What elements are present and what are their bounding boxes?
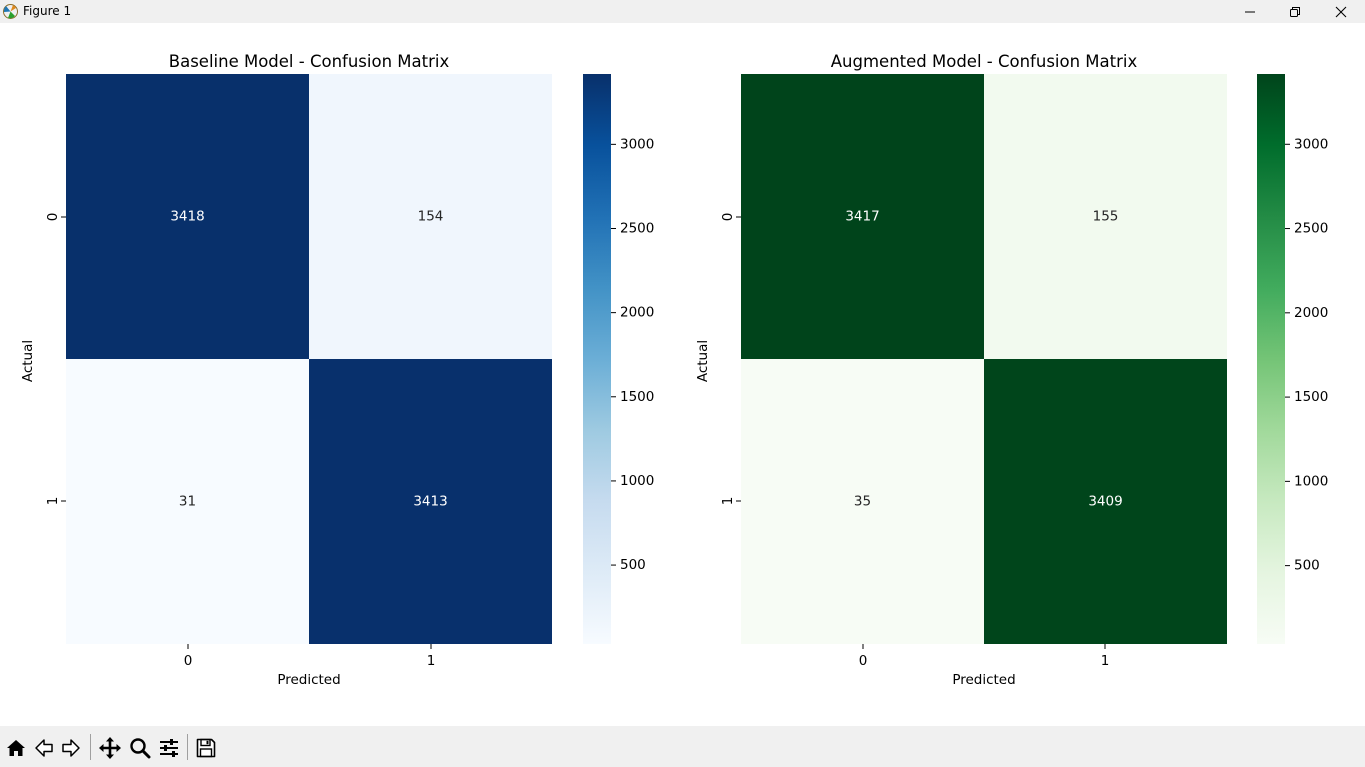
x-tick-label: 1	[1101, 653, 1110, 669]
heatmap-cells: 3418 154 31 3413	[66, 74, 552, 644]
colorbar-ticks: 500 1000 1500 2000 2500 3000	[1285, 136, 1328, 574]
x-axis-label: Predicted	[277, 672, 340, 688]
colorbar-tick-label: 500	[620, 557, 646, 573]
toolbar-separator	[187, 734, 188, 760]
save-icon	[196, 738, 216, 758]
cell-value-label: 154	[418, 209, 444, 225]
heatmap-cell	[741, 74, 984, 359]
configure-subplots-button[interactable]	[156, 735, 182, 761]
home-icon	[7, 740, 25, 756]
home-button[interactable]	[3, 735, 29, 761]
y-axis-label: Actual	[695, 340, 711, 382]
colorbar	[583, 74, 611, 644]
heatmap-cell	[984, 359, 1227, 644]
chart-title: Augmented Model - Confusion Matrix	[831, 52, 1138, 71]
colorbar-tick-label: 2000	[1294, 305, 1328, 321]
close-button[interactable]	[1318, 0, 1364, 23]
pan-button[interactable]	[97, 735, 123, 761]
minimize-icon	[1245, 11, 1255, 12]
forward-arrow-icon	[62, 739, 80, 757]
heatmap-cell	[66, 359, 309, 644]
zoom-icon	[130, 738, 151, 759]
cell-value-label: 3413	[413, 494, 447, 510]
window-title: Figure 1	[23, 4, 72, 18]
x-tick-label: 0	[184, 653, 193, 669]
colorbar-tick-label: 2500	[1294, 221, 1328, 237]
window-title-bar: Figure 1	[0, 0, 1365, 23]
heatmap-cell	[66, 74, 309, 359]
x-tick-label: 0	[859, 653, 868, 669]
colorbar-tick-label: 1500	[620, 389, 654, 405]
colorbar-tick-label: 1500	[1294, 389, 1328, 405]
toolbar-separator	[90, 734, 91, 760]
close-icon	[1335, 6, 1347, 17]
figure-canvas[interactable]: Baseline Model - Confusion Matrix 3418 15…	[0, 23, 1365, 726]
colorbar-tick-label: 1000	[620, 473, 654, 489]
figure-svg: Baseline Model - Confusion Matrix 3418 15…	[20, 52, 1328, 688]
y-tick-label: 1	[720, 497, 736, 506]
colorbar-tick-label: 2500	[620, 220, 654, 236]
heatmap-cells: 3417 155 35 3409	[741, 74, 1227, 644]
forward-button[interactable]	[58, 735, 84, 761]
heatmap-cell	[741, 359, 984, 644]
cell-value-label: 3417	[845, 209, 879, 225]
heatmap-panel-augmented: Augmented Model - Confusion Matrix 3417 1…	[695, 52, 1328, 688]
x-tick-label: 1	[427, 653, 436, 669]
heatmap-cell	[309, 74, 552, 359]
y-tick-label: 0	[45, 213, 61, 222]
heatmap-cell	[984, 74, 1227, 359]
restore-icon	[1290, 6, 1300, 17]
colorbar	[1257, 74, 1285, 644]
cell-value-label: 31	[179, 494, 196, 510]
pan-icon	[99, 737, 121, 759]
colorbar-tick-label: 1000	[1294, 473, 1328, 489]
x-axis-label: Predicted	[952, 672, 1015, 688]
back-arrow-icon	[35, 739, 53, 757]
chart-title: Baseline Model - Confusion Matrix	[169, 52, 450, 71]
y-axis-label: Actual	[20, 340, 36, 382]
colorbar-ticks: 500 1000 1500 2000 2500 3000	[611, 136, 654, 573]
navigation-toolbar	[0, 726, 1365, 767]
y-tick-label: 1	[45, 497, 61, 506]
heatmap-cell	[309, 359, 552, 644]
cell-value-label: 3418	[170, 209, 204, 225]
restore-button[interactable]	[1272, 0, 1318, 23]
colorbar-tick-label: 3000	[620, 136, 654, 152]
heatmap-panel-baseline: Baseline Model - Confusion Matrix 3418 15…	[20, 52, 654, 688]
zoom-button[interactable]	[127, 735, 153, 761]
matplotlib-icon	[2, 3, 19, 20]
colorbar-tick-label: 2000	[620, 305, 654, 321]
y-tick-label: 0	[720, 213, 736, 222]
minimize-button[interactable]	[1227, 0, 1273, 23]
back-button[interactable]	[31, 735, 57, 761]
cell-value-label: 3409	[1088, 494, 1122, 510]
save-button[interactable]	[193, 735, 219, 761]
colorbar-tick-label: 500	[1294, 558, 1320, 574]
cell-value-label: 35	[854, 494, 871, 510]
cell-value-label: 155	[1093, 209, 1119, 225]
configure-subplots-icon	[160, 739, 178, 757]
colorbar-tick-label: 3000	[1294, 136, 1328, 152]
